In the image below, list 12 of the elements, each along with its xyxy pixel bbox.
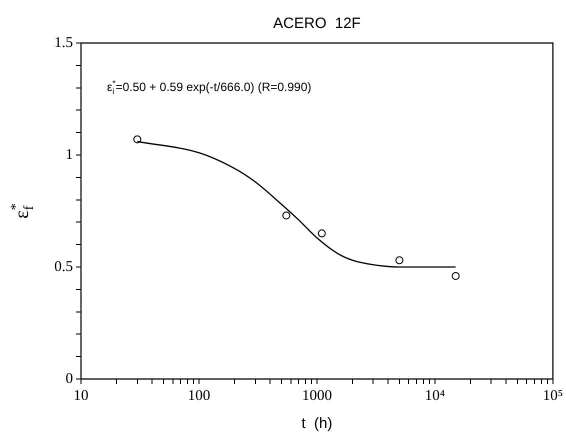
y-tick-label: 0 (66, 370, 73, 387)
y-axis-title: εf* (9, 203, 37, 219)
y-tick-label: 0.5 (54, 258, 73, 275)
x-tick-label: 10⁵ (542, 388, 563, 404)
x-tick-label: 10⁴ (424, 388, 446, 404)
x-tick-label: 1000 (302, 388, 332, 404)
y-tick-label: 1 (66, 146, 73, 163)
x-tick-label: 100 (188, 388, 210, 404)
chart-title: ACERO 12F (273, 15, 361, 32)
x-axis-title: t (h) (302, 415, 332, 432)
x-tick-label: 10 (74, 388, 88, 404)
y-tick-label: 1.5 (54, 34, 73, 51)
